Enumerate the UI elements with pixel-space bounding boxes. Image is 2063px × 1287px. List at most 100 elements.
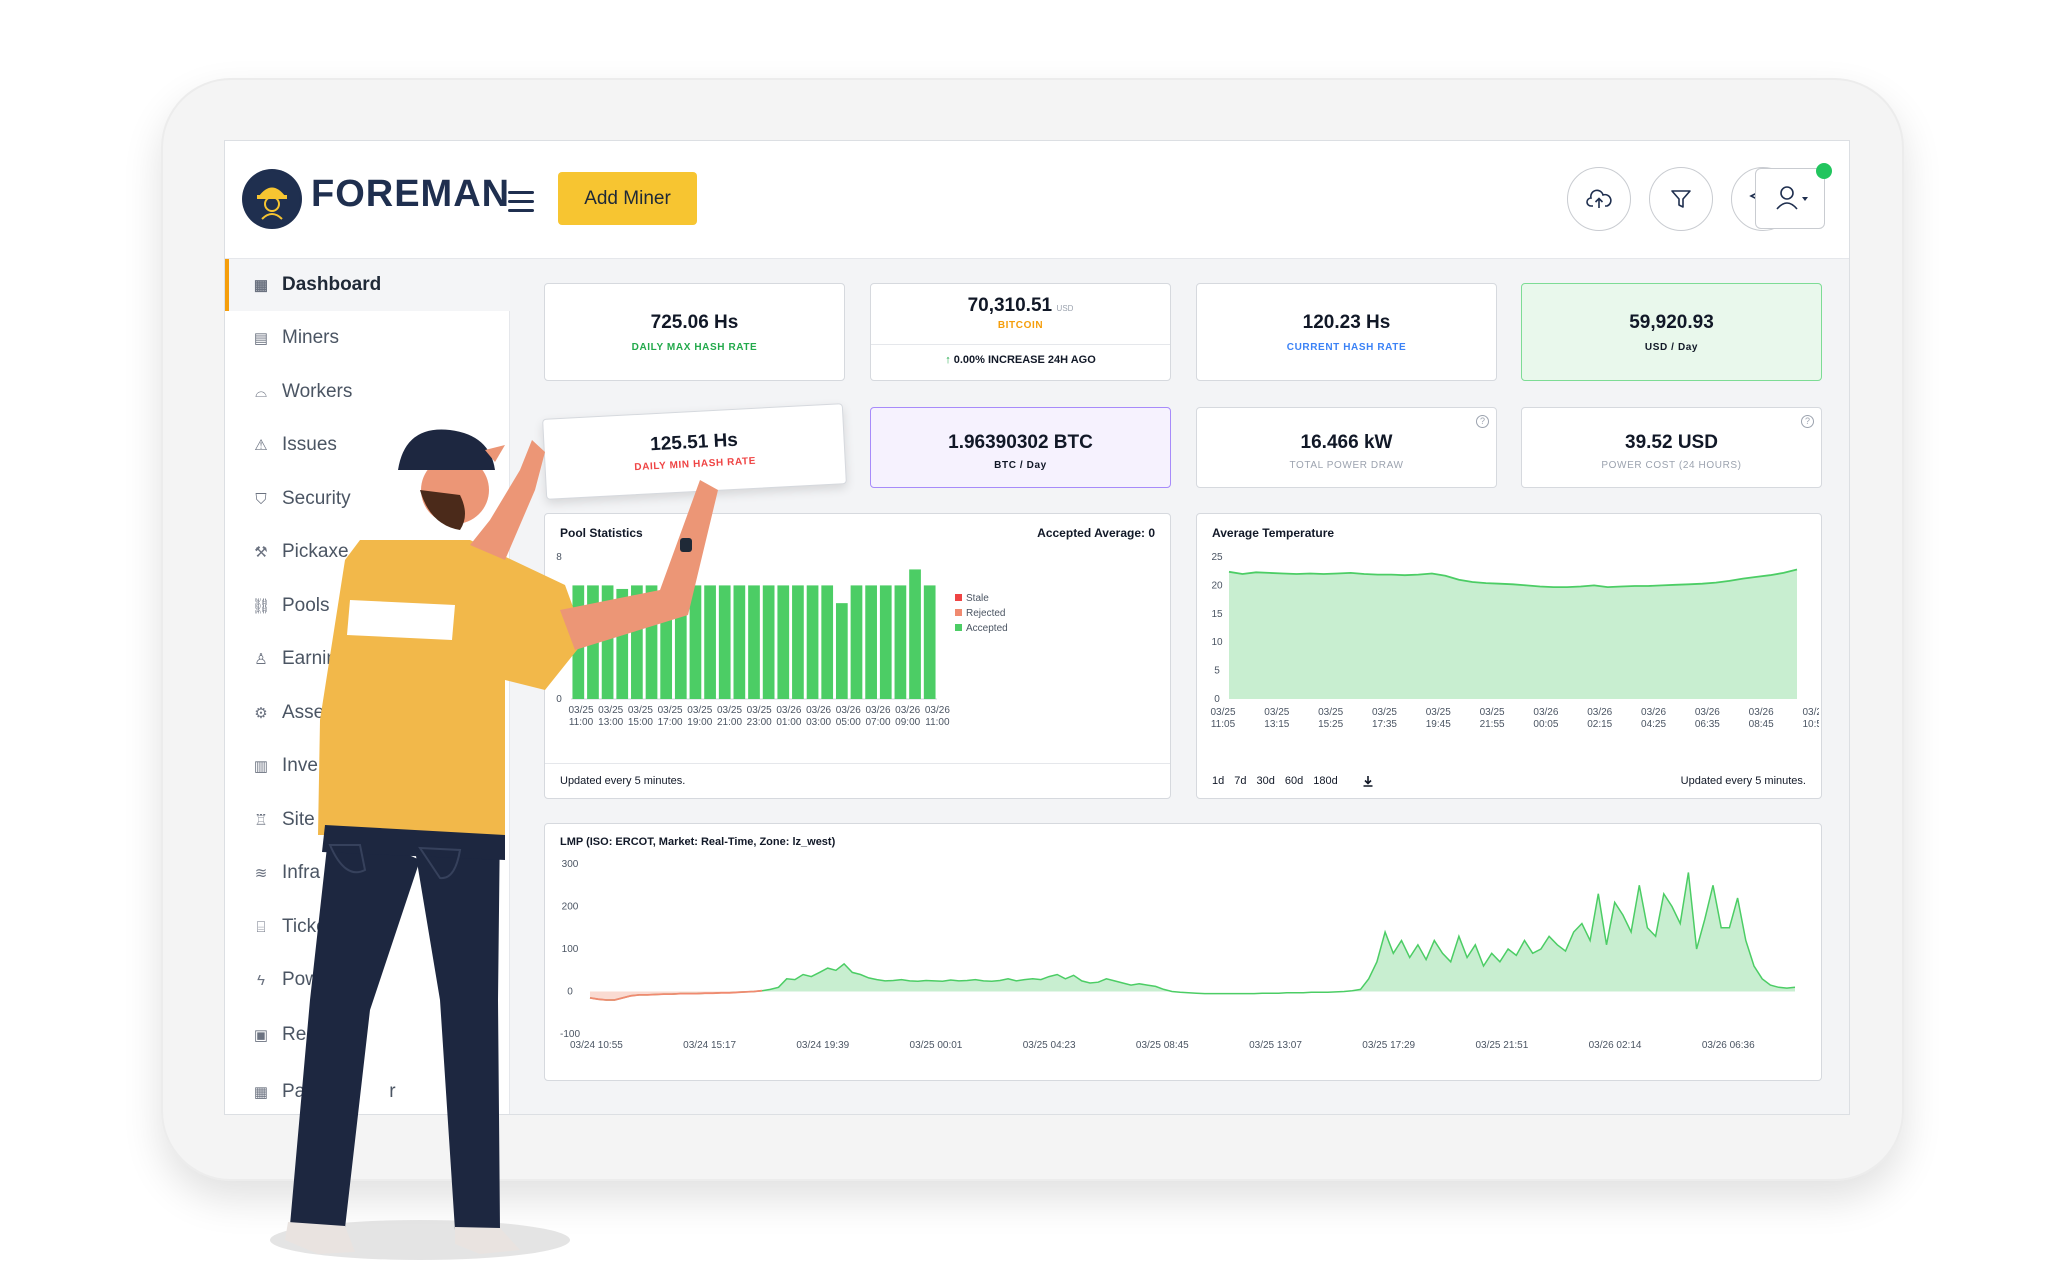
stat-value: 725.06 Hs (650, 312, 739, 333)
y-tick-label: -100 (560, 1029, 580, 1040)
app-name: FOREMAN (311, 173, 511, 215)
add-miner-button[interactable]: Add Miner (558, 172, 697, 225)
stat-value: 39.52 USD (1625, 432, 1718, 453)
pickaxe-icon: ⚒ (254, 544, 268, 561)
inventory-icon: ▥ (253, 758, 269, 775)
x-tick-label: 03/26 06:36 (1702, 1040, 1755, 1051)
average-temperature-chart: 051015202503/2511:0503/2513:1503/2515:25… (1210, 552, 1819, 730)
sidebar-item-pools[interactable]: ⛓ Pools (251, 595, 330, 616)
hamburger-menu-icon[interactable] (508, 191, 534, 213)
filter-icon[interactable] (1649, 167, 1713, 231)
layers-icon: ≋ (254, 865, 268, 882)
miners-icon: ▤ (253, 330, 269, 347)
user-menu-button[interactable] (1755, 168, 1825, 229)
bar-accepted (704, 585, 716, 699)
stat-label: BTC / Day (994, 460, 1047, 471)
x-tick-time: 19:00 (687, 717, 712, 728)
sidebar-item-miners[interactable]: ▤ Miners (253, 327, 340, 348)
bar-accepted (572, 585, 585, 699)
range-1d-button[interactable]: 1d (1212, 775, 1225, 787)
x-tick-date: 03/25 (1210, 707, 1235, 718)
stat-label: POWER COST (24 HOURS) (1601, 460, 1742, 471)
x-tick-time: 06:35 (1695, 719, 1720, 730)
sidebar-item-pa[interactable]: ▦ Pa r (253, 1081, 396, 1102)
foreman-logo-icon (242, 169, 302, 229)
sidebar-item-dashboard[interactable]: ▦ Dashboard (225, 259, 510, 311)
temp-footer: Updated every 5 minutes. (1680, 775, 1806, 787)
range-30d-button[interactable]: 30d (1256, 775, 1275, 787)
x-tick-label: 03/25 21:51 (1475, 1040, 1528, 1051)
panel-title: Pool Statistics (560, 526, 643, 540)
sidebar-item-earnings[interactable]: ♙ Earnin (225, 633, 510, 685)
x-tick-date: 03/25 (1318, 707, 1343, 718)
lmp-chart: -100 0 100 200 300 03/24 10:55 03/24 15:17 03/2… (560, 859, 1796, 1051)
x-tick-date: 03/26 (1749, 707, 1774, 718)
x-tick-date: 03/26 (836, 705, 861, 716)
pools-icon: ⛓ (251, 598, 271, 615)
x-tick-date: 03/25 (598, 705, 623, 716)
arrow-up-icon: ↑ (945, 354, 951, 366)
x-tick-time: 07:00 (865, 717, 890, 728)
y-tick-label: 15 (1211, 609, 1223, 620)
bar-accepted (762, 585, 775, 699)
x-tick-time: 21:00 (717, 717, 742, 728)
range-180d-button[interactable]: 180d (1313, 775, 1338, 787)
range-7d-button[interactable]: 7d (1234, 775, 1247, 787)
sidebar-item-power[interactable]: ϟ Powe (225, 954, 510, 1006)
x-tick-time: 01:00 (776, 717, 801, 728)
dashboard-icon: ▦ (253, 277, 269, 294)
stat-card-usd-day: 59,920.93 USD / Day (1521, 283, 1822, 381)
x-tick-time: 11:00 (925, 717, 950, 728)
sidebar-item-issues[interactable]: ⚠ Issues (225, 419, 510, 471)
bar-accepted (718, 585, 731, 699)
legend-swatch (955, 594, 962, 601)
x-tick-date: 03/26 (865, 705, 890, 716)
sidebar-item-assets[interactable]: ⚙ Assets (225, 687, 510, 739)
shield-icon: ⛉ (255, 490, 267, 508)
stat-label: USD / Day (1644, 342, 1699, 353)
help-icon[interactable]: ? (1801, 415, 1814, 428)
average-temperature-panel: Average Temperature 0 5 10 15 20 25 03/25 11:05… (1196, 513, 1822, 799)
gear-icon: ⚙ (254, 705, 268, 722)
temperature-area (1229, 569, 1797, 699)
sidebar-item-tickets[interactable]: ⌸ Ticke (225, 901, 510, 953)
sidebar-item-security[interactable]: ⛉ Security (225, 473, 510, 525)
y-tick-label: 2 (556, 659, 562, 670)
download-icon[interactable] (1362, 775, 1374, 790)
bar-accepted (894, 585, 907, 699)
y-tick-label: 5 (1214, 666, 1220, 677)
x-tick-time: 03:00 (806, 717, 831, 728)
x-tick-date: 03/25 (747, 705, 772, 716)
bar-accepted (850, 585, 863, 699)
bar-accepted (865, 585, 877, 699)
sidebar-item-reports[interactable]: ▣ Rep (253, 1024, 317, 1045)
sidebar-item-inventory[interactable]: ▥ Inve (253, 755, 318, 776)
cloud-upload-icon[interactable] (1567, 167, 1631, 231)
bar-accepted (821, 585, 834, 699)
range-60d-button[interactable]: 60d (1284, 775, 1304, 787)
bar-accepted (792, 585, 804, 699)
sidebar-item-infra[interactable]: ≋ Infra (225, 847, 510, 899)
bar-accepted (806, 585, 819, 699)
bar-accepted (777, 585, 790, 699)
x-tick-time: 10:55 (1802, 719, 1819, 730)
y-tick-label: 10 (1211, 637, 1223, 648)
help-icon[interactable]: ? (1476, 415, 1489, 428)
sidebar-item-workers[interactable]: ⌓ Workers (225, 366, 510, 418)
x-tick-label: 03/24 15:17 (683, 1040, 736, 1051)
sidebar-item-site[interactable]: ♖ Site (225, 794, 510, 846)
bar-accepted (835, 603, 848, 699)
x-tick-date: 03/25 (1480, 707, 1505, 718)
stat-value: 120.23 Hs (1302, 312, 1391, 333)
x-tick-date: 03/25 (658, 705, 683, 716)
stat-card-power-draw: ? 16.466 kW TOTAL POWER DRAW (1196, 407, 1497, 488)
x-tick-date: 03/25 (1426, 707, 1451, 718)
x-tick-label: 03/24 19:39 (796, 1040, 849, 1051)
legend-label: Accepted (966, 623, 1008, 634)
x-tick-date: 03/25 (1264, 707, 1289, 718)
bar-accepted (645, 585, 658, 699)
x-tick-date: 03/25 (687, 705, 712, 716)
sidebar-item-pickaxe[interactable]: ⚒ Pickaxe (225, 526, 510, 578)
stat-label: DAILY MAX HASH RATE (631, 342, 758, 353)
